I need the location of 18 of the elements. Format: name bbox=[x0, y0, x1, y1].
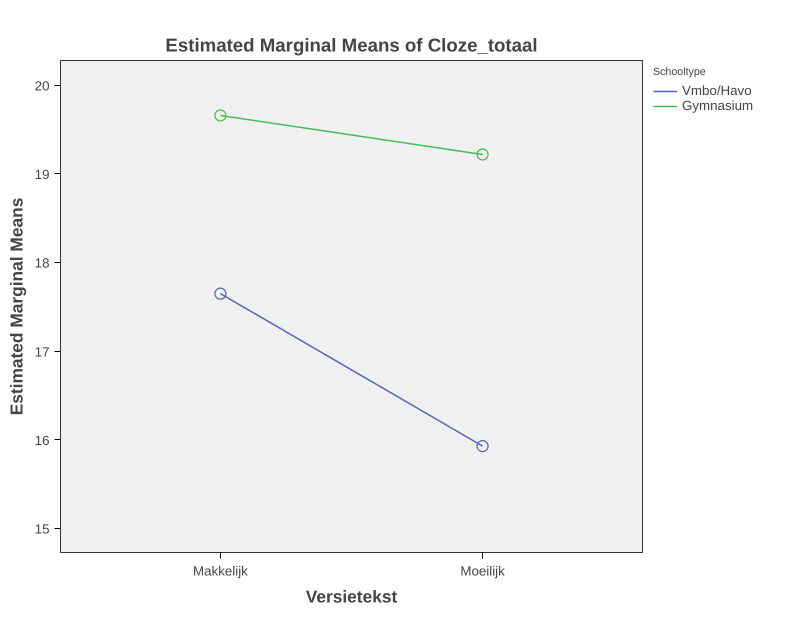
x-axis-title: Versietekst bbox=[306, 586, 398, 606]
y-tick-label: 16 bbox=[34, 432, 50, 448]
chart-title: Estimated Marginal Means of Cloze_totaal bbox=[165, 34, 538, 56]
point bbox=[476, 148, 489, 161]
y-tick-label: 17 bbox=[34, 344, 50, 360]
y-tick-label: 20 bbox=[34, 78, 50, 94]
legend-label: Gymnasium bbox=[682, 98, 754, 113]
y-tick-label: 15 bbox=[34, 522, 50, 537]
x-tick-label: Makkelijk bbox=[193, 564, 248, 578]
legend-label: Vmbo/Havo bbox=[682, 83, 752, 98]
point bbox=[214, 109, 227, 122]
y-tick-label: 19 bbox=[34, 166, 50, 182]
x-tick-label: Moeilijk bbox=[460, 564, 506, 578]
point bbox=[476, 440, 489, 452]
point bbox=[214, 288, 227, 300]
y-tick-label: 18 bbox=[34, 256, 50, 271]
y-axis-title: Estimated Marginal Means bbox=[6, 198, 27, 416]
legend-title: Schooltype bbox=[653, 66, 707, 78]
